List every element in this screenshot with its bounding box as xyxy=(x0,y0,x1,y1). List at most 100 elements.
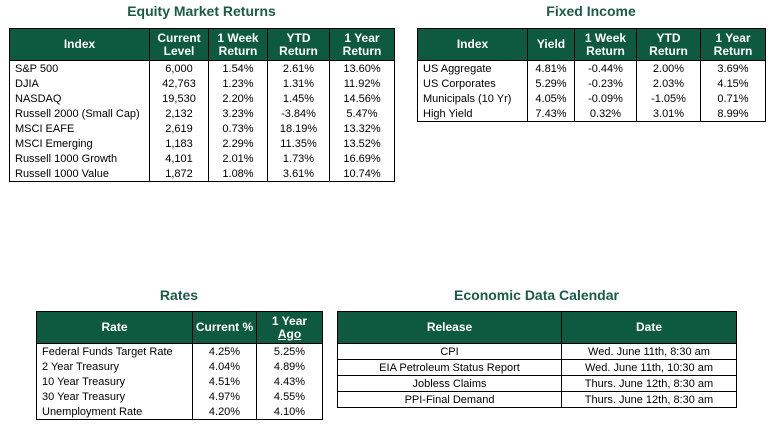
equity-header-index: Index xyxy=(9,28,150,61)
cell: 2.01% xyxy=(208,151,268,166)
equity-header-ytd-return: YTD Return xyxy=(267,28,330,61)
cell: -0.09% xyxy=(574,91,637,106)
equity-header-1-year-return: 1 Year Return xyxy=(329,28,395,61)
cell: -0.23% xyxy=(574,76,637,91)
calendar-title: Economic Data Calendar xyxy=(454,287,619,303)
cell: 2.29% xyxy=(208,136,268,151)
cell: 6,000 xyxy=(149,60,209,76)
cell: 8.99% xyxy=(700,106,766,122)
table-row: DJIA 42,763 1.23% 1.31% 11.92% xyxy=(9,76,395,91)
cell: 2.61% xyxy=(267,60,330,76)
cell: 0.71% xyxy=(700,91,766,106)
cell: 2 Year Treasury xyxy=(36,359,193,374)
cell: 1.31% xyxy=(267,76,330,91)
cell: 13.32% xyxy=(329,121,395,136)
rates-header-ago: Ago xyxy=(277,326,302,341)
equity-header-1-week-return: 1 Week Return xyxy=(208,28,268,61)
cell: 4.55% xyxy=(256,389,323,404)
equity-title: Equity Market Returns xyxy=(127,3,276,19)
cell: 1.23% xyxy=(208,76,268,91)
fi-header-1-week-return: 1 Week Return xyxy=(574,28,637,61)
table-row: S&P 500 6,000 1.54% 2.61% 13.60% xyxy=(9,60,395,76)
cell: 2.20% xyxy=(208,91,268,106)
cell: 42,763 xyxy=(149,76,209,91)
cell: 10.74% xyxy=(329,166,395,182)
table-row: Unemployment Rate 4.20% 4.10% xyxy=(36,404,323,420)
cell: 0.32% xyxy=(574,106,637,122)
equity-header-current-level: Current Level xyxy=(149,28,209,61)
cell: -0.44% xyxy=(574,60,637,76)
cell: CPI xyxy=(337,343,562,360)
cell: 4.97% xyxy=(192,389,257,404)
rates-panel: Rates Rate Current % 1 Year Ago Federal F… xyxy=(36,285,323,420)
cell: 4.81% xyxy=(527,60,575,76)
rates-header-current: Current % xyxy=(192,311,257,344)
cell: US Aggregate xyxy=(417,60,528,76)
cell: Thurs. June 12th, 8:30 am xyxy=(561,375,737,392)
rates-header-1-year-ago: 1 Year Ago xyxy=(256,311,323,344)
cell: Unemployment Rate xyxy=(36,404,193,420)
cell: Wed. June 11th, 10:30 am xyxy=(561,359,737,376)
table-row: MSCI Emerging 1,183 2.29% 11.35% 13.52% xyxy=(9,136,395,151)
cell: MSCI Emerging xyxy=(9,136,150,151)
table-row: Russell 1000 Growth 4,101 2.01% 1.73% 16.69% xyxy=(9,151,395,166)
cell: Russell 1000 Growth xyxy=(9,151,150,166)
fixed-income-table: Index Yield 1 Week Return YTD Return 1 Y… xyxy=(417,28,766,122)
cell: 1.73% xyxy=(267,151,330,166)
cell: 14.56% xyxy=(329,91,395,106)
cell: Municipals (10 Yr) xyxy=(417,91,528,106)
rates-header-1-year: 1 Year xyxy=(271,313,308,328)
cell: 2,132 xyxy=(149,106,209,121)
cell: 18.19% xyxy=(267,121,330,136)
rates-header-rate: Rate xyxy=(36,311,193,344)
cell: 16.69% xyxy=(329,151,395,166)
cell: 5.25% xyxy=(256,343,323,359)
fixed-income-panel: Fixed Income Index Yield 1 Week Return Y… xyxy=(417,1,766,122)
cell: 4.05% xyxy=(527,91,575,106)
cell: 3.23% xyxy=(208,106,268,121)
fi-header-index: Index xyxy=(417,28,528,61)
cell: 4.15% xyxy=(700,76,766,91)
cell: 4,101 xyxy=(149,151,209,166)
table-row: 10 Year Treasury 4.51% 4.43% xyxy=(36,374,323,389)
cell: 2.03% xyxy=(636,76,701,91)
table-row: CPI Wed. June 11th, 8:30 am xyxy=(337,343,737,360)
cell: 10 Year Treasury xyxy=(36,374,193,389)
cell: 2.00% xyxy=(636,60,701,76)
calendar-header-date: Date xyxy=(561,311,737,344)
rates-title: Rates xyxy=(159,287,199,303)
cell: 13.52% xyxy=(329,136,395,151)
table-row: EIA Petroleum Status Report Wed. June 11t… xyxy=(337,359,737,376)
calendar-panel: Economic Data Calendar Release Date CPI W… xyxy=(337,285,737,408)
calendar-header-release: Release xyxy=(337,311,562,344)
cell: 1,183 xyxy=(149,136,209,151)
cell: Russell 2000 (Small Cap) xyxy=(9,106,150,121)
cell: 11.35% xyxy=(267,136,330,151)
cell: 4.51% xyxy=(192,374,257,389)
table-row: Russell 2000 (Small Cap) 2,132 3.23% -3.84%… xyxy=(9,106,395,121)
cell: 11.92% xyxy=(329,76,395,91)
cell: DJIA xyxy=(9,76,150,91)
cell: Jobless Claims xyxy=(337,375,562,392)
cell: MSCI EAFE xyxy=(9,121,150,136)
cell: 19,530 xyxy=(149,91,209,106)
cell: Federal Funds Target Rate xyxy=(36,343,193,359)
cell: EIA Petroleum Status Report xyxy=(337,359,562,376)
equity-table: Index Current Level 1 Week Return YTD Re… xyxy=(9,28,395,182)
table-row: Municipals (10 Yr) 4.05% -0.09% -1.05% 0.71% xyxy=(417,91,766,106)
table-row: MSCI EAFE 2,619 0.73% 18.19% 13.32% xyxy=(9,121,395,136)
table-row: NASDAQ 19,530 2.20% 1.45% 14.56% xyxy=(9,91,395,106)
cell: 1.08% xyxy=(208,166,268,182)
cell: 4.04% xyxy=(192,359,257,374)
equity-panel: Equity Market Returns Index Current Leve… xyxy=(9,1,395,182)
cell: 5.47% xyxy=(329,106,395,121)
cell: NASDAQ xyxy=(9,91,150,106)
cell: 3.69% xyxy=(700,60,766,76)
cell: Wed. June 11th, 8:30 am xyxy=(561,343,737,360)
table-row: 2 Year Treasury 4.04% 4.89% xyxy=(36,359,323,374)
table-row: 30 Year Treasury 4.97% 4.55% xyxy=(36,389,323,404)
cell: US Corporates xyxy=(417,76,528,91)
cell: Russell 1000 Value xyxy=(9,166,150,182)
cell: 4.20% xyxy=(192,404,257,420)
cell: -1.05% xyxy=(636,91,701,106)
